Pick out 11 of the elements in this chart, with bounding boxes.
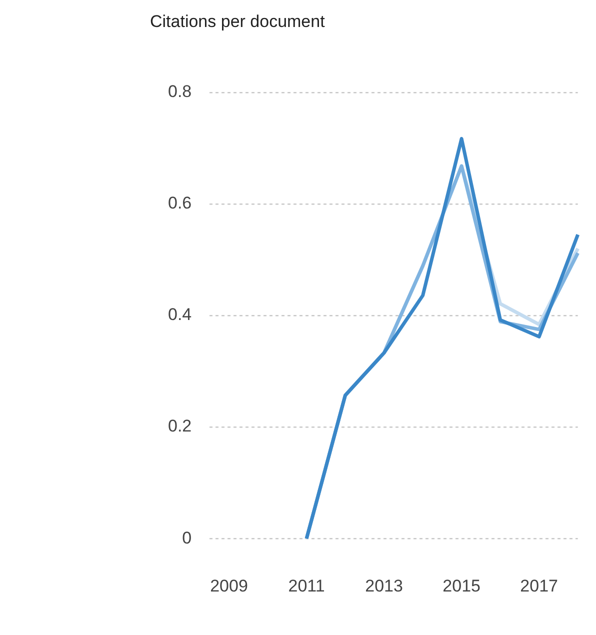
x-tick-label: 2017 bbox=[520, 576, 558, 596]
x-tick-label: 2013 bbox=[365, 576, 403, 596]
x-tick-label: 2015 bbox=[442, 576, 480, 596]
y-tick-label: 0.8 bbox=[168, 82, 192, 102]
chart-title: Citations per document bbox=[150, 12, 326, 31]
y-tick-label: 0.2 bbox=[168, 416, 192, 436]
x-tick-label: 2009 bbox=[210, 576, 248, 596]
x-tick-label: 2011 bbox=[288, 576, 325, 596]
y-tick-label: 0 bbox=[182, 528, 192, 548]
y-tick-label: 0.6 bbox=[168, 194, 192, 213]
y-tick-label: 0.4 bbox=[168, 305, 192, 324]
